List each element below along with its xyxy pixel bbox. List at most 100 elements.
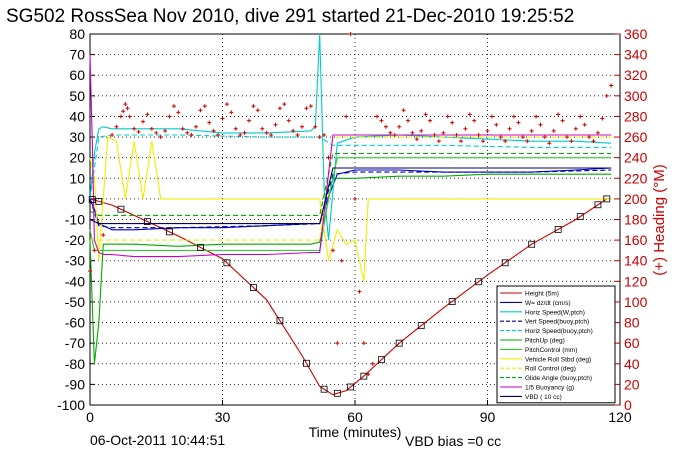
y-tick-label: -10: [65, 212, 85, 228]
x-axis-label: Time (minutes): [309, 424, 402, 440]
height-marker: [594, 201, 602, 209]
heading-marker: [286, 118, 291, 123]
heading-marker: [335, 341, 340, 346]
heading-marker: [507, 126, 512, 131]
height-marker: [250, 284, 257, 291]
heading-marker: [498, 135, 503, 140]
heading-marker: [149, 126, 154, 131]
series-line: [89, 152, 612, 216]
y-tick-label: -20: [65, 232, 85, 248]
y2-tick-label: 160: [624, 232, 648, 248]
legend-label: Horiz Speed(buoy,ptch): [525, 328, 593, 335]
heading-marker: [344, 114, 349, 119]
heading-marker: [489, 114, 494, 119]
heading-marker: [436, 139, 441, 144]
heading-marker: [604, 93, 609, 98]
heading-marker: [520, 135, 525, 140]
heading-marker: [494, 122, 499, 127]
heading-marker: [595, 130, 600, 135]
series-lines: [89, 33, 612, 396]
y2-tick-label: 280: [624, 108, 648, 124]
heading-marker: [163, 128, 168, 133]
series-line: [89, 173, 612, 364]
heading-marker: [233, 126, 238, 131]
heading-marker: [127, 114, 132, 119]
heading-marker: [308, 104, 313, 109]
y2-tick-label: 360: [624, 26, 648, 42]
heading-marker: [459, 139, 463, 144]
heading-marker: [383, 124, 388, 129]
heading-marker: [401, 108, 406, 113]
y2-tick-label: 240: [624, 150, 648, 166]
height-marker: [347, 383, 354, 391]
legend-label: 1/5 Buoyancy (g): [525, 385, 574, 392]
height-marker: [197, 243, 204, 251]
heading-marker: [207, 120, 212, 125]
height-marker: [501, 259, 509, 267]
heading-marker: [357, 289, 362, 294]
y-tick-label: 70: [69, 47, 85, 63]
y2-tick-label: 40: [624, 356, 640, 372]
heading-marker: [582, 122, 587, 127]
y-axis-ticks: -100-90-80-70-60-50-40-30-20-10010203040…: [57, 26, 95, 413]
x-tick-label: 90: [480, 409, 496, 425]
heading-marker: [317, 135, 322, 140]
height-marker: [417, 322, 425, 330]
y-tick-label: -80: [65, 356, 85, 372]
heading-marker: [136, 129, 141, 134]
height-marker: [554, 225, 562, 233]
y2-tick-label: 140: [624, 253, 648, 269]
heading-marker: [330, 248, 335, 253]
heading-marker: [211, 128, 216, 133]
heading-marker: [410, 130, 415, 135]
height-marker: [144, 218, 151, 225]
heading-marker: [547, 141, 552, 146]
y2-tick-label: 120: [624, 273, 648, 289]
height-marker: [320, 385, 328, 393]
y-tick-label: -40: [65, 273, 85, 289]
heading-marker: [229, 110, 234, 115]
heading-marker: [339, 258, 344, 263]
footer-vbd: VBD bias =0 cc: [405, 433, 501, 449]
height-marker: [603, 195, 611, 203]
y-tick-label: 60: [69, 67, 85, 83]
legend-label: W= dz/dt (cm/s): [525, 300, 571, 307]
heading-marker: [154, 130, 159, 135]
x-tick-label: 30: [215, 409, 231, 425]
heading-marker: [132, 126, 137, 131]
y2-tick-label: 60: [624, 335, 640, 351]
y2-tick-label: 0: [624, 397, 632, 413]
y-tick-label: -90: [65, 376, 85, 392]
series-line: [90, 136, 612, 241]
heading-marker: [291, 128, 296, 133]
series-line: [89, 157, 612, 251]
heading-marker: [512, 114, 516, 119]
legend-label: Roll Control (deg): [525, 366, 576, 373]
heading-marker: [242, 130, 247, 135]
x-tick-label: 120: [608, 409, 632, 425]
y-tick-label: -30: [65, 253, 85, 269]
y2-tick-label: 300: [624, 88, 648, 104]
heading-marker: [322, 132, 327, 137]
series-line: [89, 198, 612, 396]
heading-marker: [467, 112, 472, 117]
heading-marker: [198, 108, 203, 113]
heading-marker: [542, 135, 547, 140]
y-tick-label: -60: [65, 315, 85, 331]
height-marker: [448, 298, 456, 305]
heading-marker: [379, 118, 384, 123]
right-axis-label: (+) Heading (°M): [651, 164, 668, 275]
heading-marker: [556, 112, 561, 117]
heading-marker: [194, 124, 198, 129]
heading-marker: [529, 128, 534, 133]
height-marker: [88, 196, 96, 203]
y-tick-label: 0: [77, 191, 85, 207]
heading-marker: [454, 132, 459, 137]
heading-marker: [432, 132, 437, 137]
heading-marker: [260, 126, 265, 131]
heading-marker: [538, 122, 543, 127]
heading-marker: [121, 109, 126, 114]
y-tick-label: -50: [65, 294, 85, 310]
height-marker: [333, 389, 341, 397]
y-tick-label: 30: [69, 129, 85, 145]
